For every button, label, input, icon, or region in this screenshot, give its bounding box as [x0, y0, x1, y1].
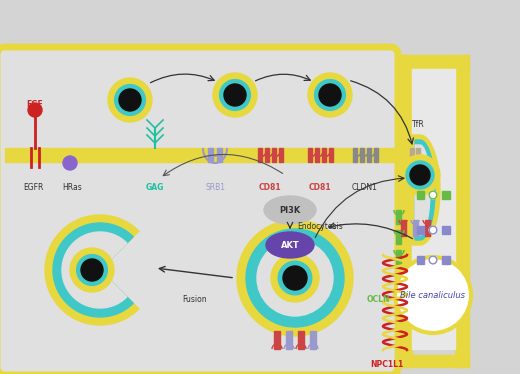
- Circle shape: [237, 220, 353, 336]
- FancyBboxPatch shape: [0, 47, 398, 374]
- Bar: [265, 148, 268, 162]
- Bar: [398, 55, 469, 69]
- Bar: [217, 148, 222, 162]
- Bar: [274, 331, 280, 349]
- Circle shape: [319, 84, 341, 106]
- Bar: [412, 69, 455, 349]
- Polygon shape: [53, 223, 133, 317]
- Circle shape: [246, 229, 344, 327]
- Bar: [442, 255, 449, 264]
- Bar: [208, 148, 213, 162]
- Circle shape: [278, 261, 312, 295]
- Text: AKT: AKT: [281, 240, 300, 249]
- Text: Fusion: Fusion: [183, 295, 207, 304]
- Bar: [257, 148, 262, 162]
- Circle shape: [410, 165, 430, 185]
- Text: CLDN1: CLDN1: [352, 183, 378, 192]
- Circle shape: [108, 78, 152, 122]
- Bar: [310, 331, 316, 349]
- Circle shape: [70, 248, 114, 292]
- Polygon shape: [62, 232, 127, 308]
- Text: CD81: CD81: [309, 183, 331, 192]
- Bar: [298, 331, 304, 349]
- Circle shape: [400, 155, 440, 195]
- Polygon shape: [412, 135, 440, 245]
- Circle shape: [308, 73, 352, 117]
- Circle shape: [81, 259, 103, 281]
- Circle shape: [283, 266, 307, 290]
- Bar: [398, 55, 412, 367]
- Bar: [398, 355, 469, 367]
- Bar: [417, 226, 424, 234]
- Text: SRB1: SRB1: [205, 183, 225, 192]
- Circle shape: [429, 191, 437, 199]
- Bar: [455, 55, 469, 367]
- Circle shape: [315, 80, 345, 110]
- Circle shape: [224, 84, 246, 106]
- Bar: [396, 210, 401, 224]
- Bar: [417, 191, 424, 199]
- Bar: [321, 148, 326, 162]
- Ellipse shape: [266, 232, 314, 258]
- Bar: [401, 220, 406, 236]
- Circle shape: [429, 226, 437, 234]
- Circle shape: [257, 240, 333, 316]
- Text: TfR: TfR: [412, 120, 424, 129]
- Bar: [367, 148, 370, 162]
- Polygon shape: [415, 145, 430, 235]
- Bar: [417, 255, 424, 264]
- Text: NPC1L1: NPC1L1: [370, 360, 404, 369]
- Circle shape: [219, 80, 251, 110]
- Polygon shape: [415, 140, 435, 240]
- Circle shape: [271, 254, 319, 302]
- Circle shape: [395, 257, 471, 333]
- Text: PI3K: PI3K: [279, 205, 301, 215]
- Bar: [307, 148, 311, 162]
- Text: OCLN: OCLN: [366, 295, 390, 304]
- Text: CD81: CD81: [258, 183, 281, 192]
- Bar: [359, 148, 363, 162]
- Text: Bile canaliculus: Bile canaliculus: [400, 291, 465, 300]
- Text: GAG: GAG: [146, 183, 164, 192]
- Bar: [286, 331, 292, 349]
- Bar: [442, 226, 449, 234]
- Circle shape: [114, 85, 146, 116]
- Bar: [279, 148, 282, 162]
- Circle shape: [406, 161, 434, 189]
- Bar: [396, 230, 401, 244]
- Circle shape: [28, 103, 42, 117]
- Text: Endocytosis: Endocytosis: [297, 222, 343, 231]
- Text: HRas: HRas: [62, 183, 82, 192]
- Bar: [5, 148, 395, 162]
- Text: EGFR: EGFR: [23, 183, 43, 192]
- Bar: [271, 148, 276, 162]
- Text: EGF: EGF: [27, 100, 43, 109]
- Ellipse shape: [264, 196, 316, 224]
- Bar: [413, 220, 418, 236]
- Polygon shape: [45, 215, 139, 325]
- Bar: [410, 148, 414, 178]
- Bar: [353, 148, 357, 162]
- Circle shape: [119, 89, 141, 111]
- Bar: [373, 148, 378, 162]
- Bar: [442, 191, 449, 199]
- Bar: [329, 148, 332, 162]
- Bar: [425, 220, 430, 236]
- Bar: [412, 287, 455, 303]
- Bar: [396, 250, 401, 264]
- Bar: [416, 148, 420, 178]
- Circle shape: [213, 73, 257, 117]
- Circle shape: [429, 256, 437, 264]
- Circle shape: [76, 255, 108, 285]
- Bar: [315, 148, 318, 162]
- Circle shape: [63, 156, 77, 170]
